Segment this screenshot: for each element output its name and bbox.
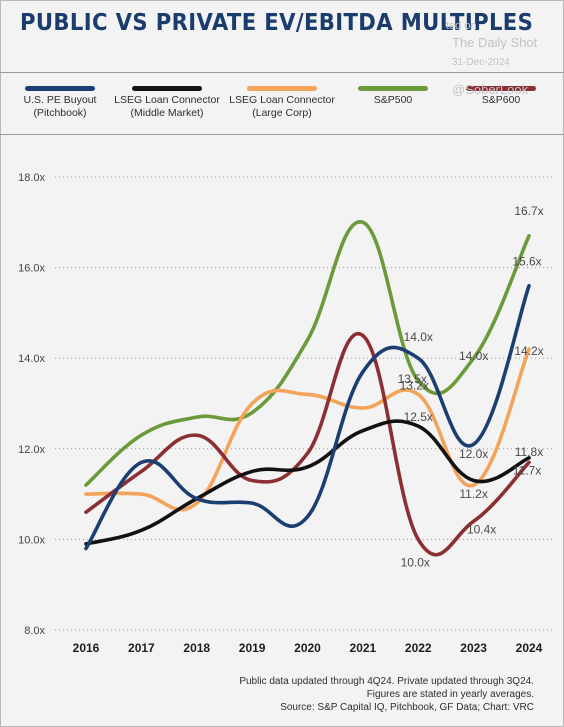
legend-item-sp600: S&P600 (441, 86, 561, 107)
footnote-data-update: Public data updated through 4Q24. Privat… (239, 676, 534, 687)
legend-label-pe-buyout: U.S. PE Buyout (Pitchbook) (23, 94, 97, 119)
watermark-handle: @SoberLook (452, 82, 529, 97)
series-line-middle-market (84, 419, 531, 546)
legend-item-large-corp: LSEG Loan Connector (Large Corp) (222, 86, 342, 120)
data-label-middle-market: 11.8x (515, 445, 543, 459)
y-tick-label: 12.0x (18, 444, 45, 456)
x-tick-label: 2018 (183, 641, 210, 655)
y-tick-label: 14.0x (18, 353, 45, 365)
data-label-sp500: 14.0x (459, 349, 488, 363)
chart-title: PUBLIC VS PRIVATE EV/EBITDA MULTIPLES (20, 10, 534, 36)
x-tick-label: 2023 (460, 641, 487, 655)
data-label-large-corp: 11.2x (459, 487, 487, 501)
legend-label-large-corp: LSEG Loan Connector (Large Corp) (229, 94, 335, 119)
legend-swatch-large-corp (247, 86, 317, 91)
data-label-sp600: 11.7x (513, 463, 541, 477)
watermark-prefix: ted on (446, 20, 477, 32)
legend-swatch-pe-buyout (25, 86, 95, 91)
data-label-pe-buyout: 14.0x (404, 330, 433, 344)
x-tick-label: 2019 (239, 641, 266, 655)
y-tick-label: 16.0x (18, 263, 45, 275)
legend-item-pe-buyout: U.S. PE Buyout (Pitchbook) (0, 86, 120, 120)
gridlines (55, 176, 555, 631)
x-tick-label: 2017 (128, 641, 155, 655)
data-labels: 14.0x 15.6x 12.5x 11.8x 13.2x 11.2x 14.2x 13.5x… (398, 204, 544, 570)
y-tick-label: 8.0x (24, 625, 45, 637)
x-tick-label: 2016 (73, 641, 100, 655)
legend-swatch-middle-market (132, 86, 202, 91)
data-label-sp500: 16.7x (514, 204, 543, 218)
legend-label-sp600: S&P600 (481, 94, 521, 106)
data-label-large-corp: 13.2x (400, 378, 429, 392)
y-tick-label: 18.0x (18, 172, 45, 184)
legend-label-middle-market: LSEG Loan Connector (Middle Market) (114, 94, 220, 119)
y-tick-label: 10.0x (18, 534, 45, 546)
footnote-averages: Figures are stated in yearly averages. (366, 689, 534, 700)
legend-item-middle-market: LSEG Loan Connector (Middle Market) (107, 86, 227, 120)
series-line-pe-buyout (84, 283, 531, 551)
x-tick-label: 2021 (350, 641, 377, 655)
legend-swatch-sp500 (358, 86, 428, 91)
x-tick-label: 2020 (294, 641, 321, 655)
legend-swatch-sp600 (466, 86, 536, 91)
data-label-pe-buyout: 15.6x (512, 255, 541, 269)
series-line-sp600 (84, 331, 531, 557)
data-label: 12.0x (459, 447, 488, 461)
watermark-date: 31-Dec-2024 (452, 57, 510, 68)
legend-label-sp500: S&P500 (373, 94, 413, 106)
x-tick-label: 2022 (405, 641, 432, 655)
x-axis-ticks: 2016 2017 2018 2019 2020 2021 2022 2023 2024 (73, 641, 543, 655)
data-label-large-corp: 14.2x (514, 344, 543, 358)
series-line-large-corp (84, 347, 531, 512)
header-divider (0, 72, 564, 73)
data-label-sp600: 10.0x (401, 555, 430, 569)
y-axis-ticks: 8.0x 10.0x 12.0x 14.0x 16.0x 18.0x (18, 172, 45, 637)
data-label-sp500: 13.5x (398, 372, 427, 386)
legend-divider (0, 134, 564, 135)
data-label-middle-market: 12.5x (404, 410, 433, 424)
series-line-sp500 (84, 220, 531, 487)
legend-item-sp500: S&P500 (333, 86, 453, 107)
data-label-sp600: 10.4x (467, 522, 496, 536)
footnote-source: Source: S&P Capital IQ, Pitchbook, GF Da… (280, 702, 534, 713)
x-tick-label: 2024 (516, 641, 543, 655)
watermark-source: The Daily Shot (452, 35, 538, 50)
series-lines (84, 220, 531, 557)
